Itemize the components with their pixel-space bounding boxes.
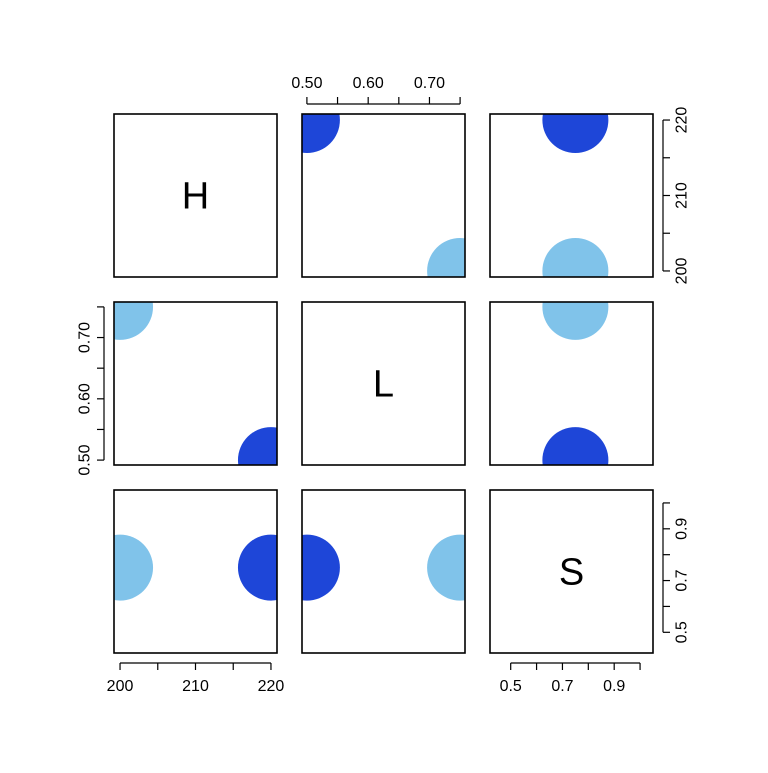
panel-H-vs-H: H [113,113,278,278]
points-group [114,534,277,601]
panel-frame [301,301,466,466]
tick-label: 220 [674,107,691,134]
panel-frame [301,113,466,278]
axis-top-L: 0.50 0.60 0.70 [291,75,461,105]
data-point-2 [114,534,154,601]
data-point-2 [542,302,609,340]
tick-label: 210 [674,182,691,209]
tick-label: 0.5 [500,678,522,695]
points-group [114,302,277,465]
axis-bottom-H: 200 210 220 [107,662,285,695]
variable-label-S: S [559,552,584,594]
panel-frame [301,489,466,654]
variable-label-L: L [373,364,394,406]
panel-L-vs-H [113,301,278,466]
tick-label: 0.50 [291,75,322,92]
axis-right-S: 0.5 0.7 0.9 [662,502,691,643]
panel-frame [113,301,278,466]
tick-label: 0.7 [551,678,573,695]
tick-label: 0.9 [603,678,625,695]
points-group [302,114,465,277]
panel-frame [489,113,654,278]
axis-right-H: 200 210 220 [662,107,691,285]
tick-label: 0.7 [674,569,691,591]
panel-S-vs-S: S [489,489,654,654]
tick-label: 0.70 [414,75,445,92]
data-point-1 [237,534,277,601]
points-group [302,534,465,601]
panel-frame [113,489,278,654]
tick-label: 210 [182,678,209,695]
panel-H-vs-S [489,113,654,278]
tick-label: 200 [107,678,134,695]
data-point-1 [542,114,609,154]
axis-bottom-S: 0.5 0.7 0.9 [500,662,641,695]
variable-label-H: H [182,176,209,218]
tick-label: 0.60 [77,383,94,414]
data-point-1 [302,534,340,601]
tick-label: 200 [674,258,691,285]
axis-left-L: 0.50 0.60 0.70 [77,306,105,476]
tick-label: 0.9 [674,518,691,540]
panel-frame [489,489,654,654]
data-point-1 [302,114,340,154]
tick-label: 220 [258,678,285,695]
points-group [542,114,609,277]
tick-label: 0.5 [674,621,691,643]
panel-frame [489,301,654,466]
panel-H-vs-L [301,113,466,278]
points-group [542,302,609,465]
panel-L-vs-S [489,301,654,466]
data-point-2 [114,302,154,340]
data-point-1 [542,427,609,465]
panel-S-vs-L [301,489,466,654]
data-point-1 [237,427,277,465]
panel-S-vs-H [113,489,278,654]
tick-label: 0.50 [77,444,94,475]
tick-label: 0.60 [353,75,384,92]
panel-frame [113,113,278,278]
tick-label: 0.70 [77,322,94,353]
data-point-2 [427,237,465,277]
data-point-2 [427,534,465,601]
data-point-2 [542,237,609,277]
panel-L-vs-L: L [301,301,466,466]
